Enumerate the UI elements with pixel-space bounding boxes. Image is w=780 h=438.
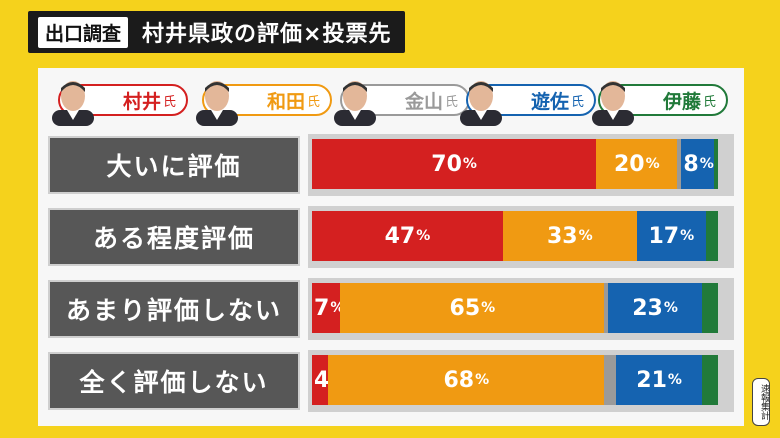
data-label-unit: %	[416, 228, 431, 244]
portrait-icon	[592, 81, 634, 126]
candidate-3: 金山氏	[334, 81, 470, 126]
chart-row: ある程度評価 47% 33% 17%	[38, 204, 744, 270]
stacked-bar: 70% 20% 8%	[312, 139, 718, 189]
bar-segment-5	[701, 283, 718, 333]
preliminary-note: 速報集計	[752, 378, 770, 426]
data-label: 47	[384, 223, 416, 249]
data-label-unit: %	[475, 372, 490, 388]
data-label: 70	[431, 151, 462, 177]
candidate-name: 遊佐	[530, 90, 569, 113]
data-label: 33	[546, 223, 578, 249]
chart-row: あまり評価しない 7% 65% 23%	[38, 276, 744, 342]
bar-segment-4: 21%	[616, 355, 702, 405]
bar-segment-1: 7%	[312, 283, 344, 333]
candidate-1: 村井氏	[52, 81, 188, 126]
candidate-5: 伊藤氏	[592, 81, 728, 126]
bar-segment-5	[713, 139, 718, 189]
title-tag: 出口調査	[38, 16, 129, 48]
bar-segment-1: 4%	[312, 355, 344, 405]
candidate-suffix: 氏	[306, 94, 320, 110]
data-label: 20	[613, 151, 645, 177]
data-label: 21	[636, 367, 667, 393]
data-label: 17	[648, 223, 680, 249]
data-label-unit: %	[645, 156, 660, 172]
bar-track: 47% 33% 17%	[308, 206, 734, 268]
category-label: ある程度評価	[48, 208, 300, 266]
bar-segment-1: 70%	[312, 139, 597, 189]
category-label: 全く評価しない	[48, 352, 300, 410]
data-label-unit: %	[481, 300, 496, 316]
category-label: 大いに評価	[48, 136, 300, 194]
candidate-legend: 村井氏和田氏金山氏遊佐氏伊藤氏	[38, 68, 744, 128]
data-label-unit: %	[667, 372, 682, 388]
stacked-bar: 7% 65% 23%	[312, 283, 718, 333]
data-label: 8	[683, 151, 699, 177]
portrait-icon	[460, 81, 502, 126]
bar-segment-3	[604, 283, 609, 333]
bar-segment-4: 23%	[608, 283, 702, 333]
candidate-2: 和田氏	[196, 81, 332, 126]
bar-segment-2: 20%	[596, 139, 678, 189]
data-label: 68	[443, 367, 475, 393]
data-label: 23	[632, 295, 663, 321]
candidate-suffix: 氏	[570, 94, 584, 110]
candidate-suffix: 氏	[162, 94, 176, 110]
bar-segment-2: 68%	[328, 355, 605, 405]
page-title: 村井県政の評価×投票先	[142, 22, 392, 47]
candidate-4: 遊佐氏	[460, 81, 596, 126]
title-bar: 出口調査 村井県政の評価×投票先	[28, 11, 406, 53]
bar-track: 70% 20% 8%	[308, 134, 734, 196]
bar-segment-1: 47%	[312, 211, 503, 261]
data-label-unit: %	[578, 228, 593, 244]
stacked-bar: 4%68%21%	[312, 355, 718, 405]
candidate-name: 伊藤	[662, 90, 701, 113]
bar-segment-4: 17%	[636, 211, 706, 261]
data-label-unit: %	[462, 156, 477, 172]
candidate-name: 村井	[122, 90, 161, 113]
bar-segment-3	[677, 139, 682, 189]
bar-segment-2: 33%	[502, 211, 637, 261]
data-label-unit: %	[699, 156, 714, 172]
bar-segment-3	[604, 355, 617, 405]
bar-track: 7% 65% 23%	[308, 278, 734, 340]
portrait-icon	[334, 81, 376, 126]
bar-track: 4%68%21%	[308, 350, 734, 412]
candidate-name: 金山	[404, 90, 443, 113]
data-label: 65	[449, 295, 481, 321]
data-label-unit: %	[663, 300, 678, 316]
bar-segment-2: 65%	[340, 283, 605, 333]
candidate-suffix: 氏	[702, 94, 716, 110]
candidate-suffix: 氏	[444, 94, 458, 110]
chart-row: 大いに評価 70% 20% 8%	[38, 132, 744, 198]
data-label: 4	[314, 367, 330, 393]
portrait-icon	[52, 81, 94, 126]
candidate-name: 和田	[266, 90, 305, 113]
category-label: あまり評価しない	[48, 280, 300, 338]
data-label: 7	[314, 295, 330, 321]
chart-panel: 村井氏和田氏金山氏遊佐氏伊藤氏 大いに評価 70% 20% 8% ある程度評価 47% 33…	[38, 68, 744, 426]
portrait-icon	[196, 81, 238, 126]
data-label-unit: %	[680, 228, 695, 244]
bar-segment-4: 8%	[681, 139, 714, 189]
stacked-bar: 47% 33% 17%	[312, 211, 718, 261]
bar-segment-5	[705, 211, 718, 261]
bar-segment-5	[701, 355, 718, 405]
